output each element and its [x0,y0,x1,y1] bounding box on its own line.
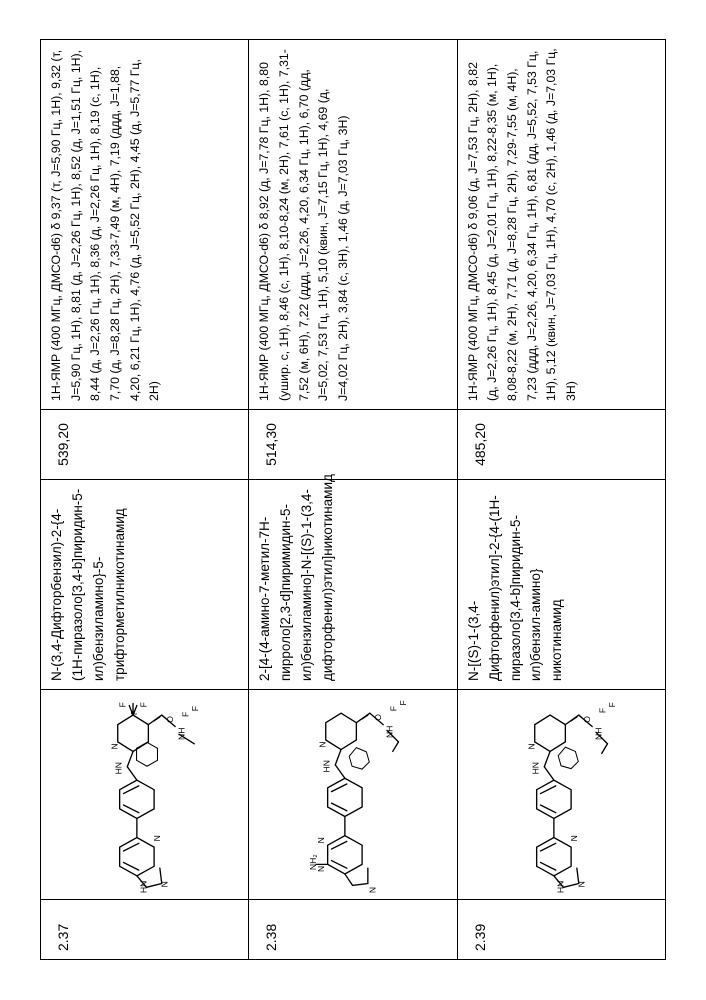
compound-name: N-[(S)-1-(3,4-Дифторфенил)этил]-2-{4-(1H… [457,480,665,690]
svg-text:F: F [138,702,148,707]
svg-text:N: N [526,743,536,749]
structure-cell: N N N NH₂ HN [249,690,457,900]
svg-text:F: F [389,706,399,711]
rotated-table-wrap: 2.37 HN N N [40,40,666,960]
page: 2.37 HN N N [0,0,706,1000]
compound-mass: 514,30 [249,410,457,480]
svg-text:F: F [117,702,127,707]
compound-mass: 539,20 [41,410,249,480]
svg-text:N: N [368,887,378,893]
svg-text:HN: HN [114,762,124,774]
table-row: 2.39 HN N N [457,40,665,960]
svg-text:N: N [316,837,326,843]
compound-name: 2-[4-(4-амино-7-метил-7H-пирроло[2,3-d]п… [249,480,457,690]
structure-icon: HN N N HN [462,694,625,895]
svg-text:NH₂: NH₂ [308,854,318,870]
structure-icon: N N N NH₂ HN [253,694,416,895]
compound-mass: 485,20 [457,410,665,480]
table-row: 2.37 HN N N [41,40,249,960]
svg-text:HN: HN [322,760,332,772]
structure-icon: HN N N HN [45,694,208,895]
svg-text:N: N [160,881,170,887]
compound-table: 2.37 HN N N [40,39,666,960]
svg-text:F: F [398,700,408,705]
svg-text:F: F [597,708,607,713]
svg-text:F: F [181,712,191,717]
svg-text:HN: HN [138,881,148,893]
compound-id: 2.37 [41,900,249,960]
svg-text:N: N [152,835,162,841]
svg-text:N: N [110,743,120,749]
table-row: 2.38 N N N NH₂ [249,40,457,960]
compound-id: 2.38 [249,900,457,960]
svg-text:F: F [190,706,200,711]
svg-text:HN: HN [555,881,565,893]
compound-nmr: 1H-ЯМР (400 МГц, ДМСО-d6) δ 8,92 (д, J=7… [249,40,457,410]
svg-text:F: F [607,702,617,707]
compound-nmr: 1H-ЯМР (400 МГц, ДМСО-d6) δ 9,37 (т, J=5… [41,40,249,410]
svg-text:HN: HN [530,762,540,774]
svg-text:N: N [576,881,586,887]
structure-cell: HN N N HN [457,690,665,900]
structure-cell: HN N N HN [41,690,249,900]
compound-id: 2.39 [457,900,665,960]
compound-name: N-(3,4-Дифторбензил)-2-{4-(1H-пиразоло[3… [41,480,249,690]
svg-text:N: N [318,741,328,747]
svg-text:N: N [569,835,579,841]
compound-nmr: 1H-ЯМР (400 МГц, ДМСО-d6) δ 9,06 (д, J=7… [457,40,665,410]
